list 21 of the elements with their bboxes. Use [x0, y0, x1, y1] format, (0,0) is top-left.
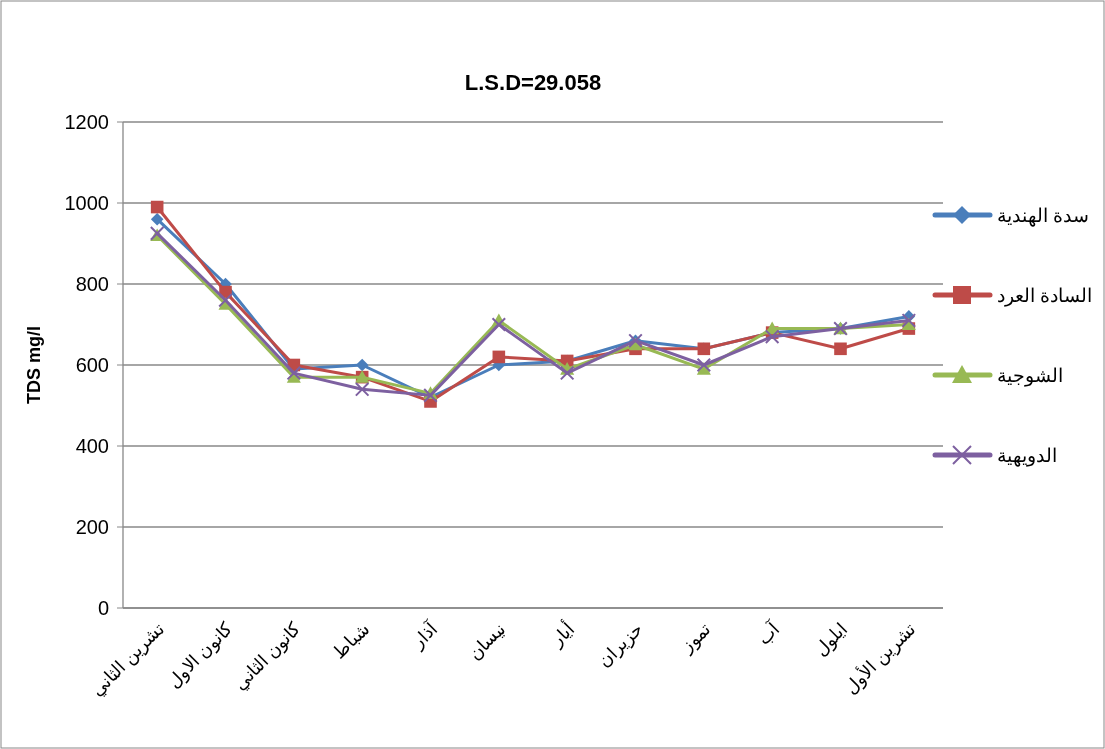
y-tick-label: 1000 [64, 192, 109, 214]
chart-title: L.S.D=29.058 [464, 70, 602, 95]
legend-label: الشوجية [997, 365, 1063, 387]
x-tick-label: نيسان [464, 618, 510, 664]
x-tick-label: أيار [544, 617, 579, 652]
y-tick-label: 800 [75, 273, 109, 295]
x-tick-label: تموز [676, 618, 716, 658]
legend-label: سدة الهندية [997, 205, 1090, 227]
x-tick-label: حزيران [594, 618, 648, 672]
x-tick-label: آذار [406, 617, 443, 654]
y-axis-title: TDS mg/l [24, 325, 44, 405]
y-tick-label: 200 [75, 516, 109, 538]
legend-label: الدويهية [997, 445, 1057, 467]
legend-label: السادة العرد [997, 285, 1093, 307]
y-tick-label: 400 [75, 435, 109, 457]
y-tick-label: 1200 [64, 111, 109, 133]
y-tick-label: 600 [75, 354, 109, 376]
y-tick-label: 0 [97, 597, 109, 619]
x-tick-label: آب [752, 617, 784, 649]
x-tick-label: ايلول [810, 618, 853, 661]
x-tick-label: شباط [329, 618, 373, 663]
